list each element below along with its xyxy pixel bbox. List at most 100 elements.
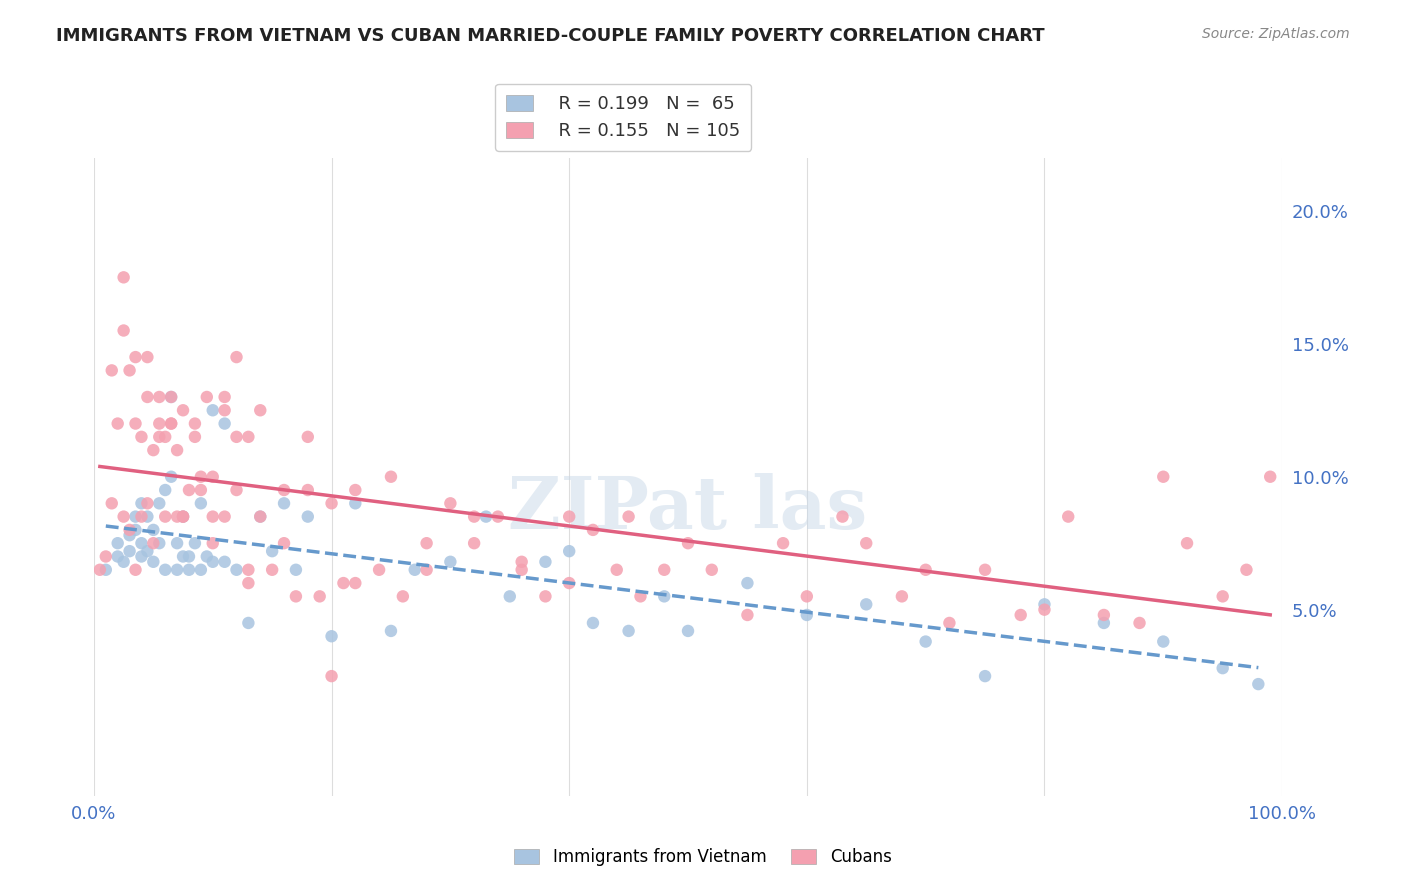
- Point: [380, 469, 402, 483]
- Point: [195, 549, 218, 564]
- Point: [558, 509, 581, 524]
- Point: [439, 496, 461, 510]
- Point: [238, 430, 260, 444]
- Point: [225, 350, 247, 364]
- Point: [100, 496, 122, 510]
- Point: [534, 555, 557, 569]
- Point: [1092, 607, 1115, 622]
- Point: [1212, 590, 1234, 604]
- Point: [177, 483, 200, 497]
- Point: [463, 509, 485, 524]
- Point: [112, 270, 135, 285]
- Point: [273, 496, 295, 510]
- Point: [214, 390, 236, 404]
- Point: [297, 430, 319, 444]
- Point: [184, 430, 207, 444]
- Point: [284, 590, 307, 604]
- Point: [136, 350, 159, 364]
- Point: [184, 417, 207, 431]
- Point: [499, 590, 522, 604]
- Point: [1128, 615, 1150, 630]
- Point: [297, 509, 319, 524]
- Point: [94, 549, 117, 564]
- Point: [124, 417, 146, 431]
- Point: [273, 536, 295, 550]
- Point: [1152, 469, 1174, 483]
- Point: [166, 563, 188, 577]
- Point: [249, 403, 271, 417]
- Point: [332, 576, 354, 591]
- Point: [160, 417, 183, 431]
- Point: [148, 496, 170, 510]
- Point: [415, 563, 437, 577]
- Point: [136, 509, 159, 524]
- Point: [676, 536, 699, 550]
- Point: [1092, 615, 1115, 630]
- Point: [1057, 509, 1080, 524]
- Point: [510, 555, 533, 569]
- Point: [89, 563, 111, 577]
- Point: [124, 350, 146, 364]
- Point: [172, 509, 194, 524]
- Point: [238, 615, 260, 630]
- Point: [617, 624, 640, 638]
- Point: [308, 590, 330, 604]
- Point: [617, 509, 640, 524]
- Point: [392, 590, 415, 604]
- Point: [184, 536, 207, 550]
- Point: [249, 509, 271, 524]
- Point: [914, 563, 936, 577]
- Point: [1033, 598, 1056, 612]
- Point: [112, 555, 135, 569]
- Point: [148, 536, 170, 550]
- Point: [214, 555, 236, 569]
- Point: [166, 443, 188, 458]
- Point: [107, 417, 129, 431]
- Point: [463, 536, 485, 550]
- Point: [855, 536, 877, 550]
- Point: [652, 563, 675, 577]
- Point: [855, 598, 877, 612]
- Point: [262, 544, 284, 558]
- Point: [142, 536, 165, 550]
- Point: [155, 509, 177, 524]
- Point: [630, 590, 652, 604]
- Point: [190, 563, 212, 577]
- Point: [321, 496, 343, 510]
- Point: [94, 563, 117, 577]
- Point: [172, 509, 194, 524]
- Point: [1010, 607, 1032, 622]
- Point: [1212, 661, 1234, 675]
- Point: [131, 549, 153, 564]
- Point: [160, 417, 183, 431]
- Point: [700, 563, 723, 577]
- Point: [582, 523, 605, 537]
- Point: [166, 509, 188, 524]
- Point: [225, 563, 247, 577]
- Point: [142, 523, 165, 537]
- Point: [118, 523, 141, 537]
- Point: [439, 555, 461, 569]
- Point: [652, 590, 675, 604]
- Point: [415, 536, 437, 550]
- Point: [201, 555, 224, 569]
- Point: [510, 563, 533, 577]
- Point: [131, 496, 153, 510]
- Point: [155, 430, 177, 444]
- Text: ZIPat las: ZIPat las: [509, 473, 868, 544]
- Point: [737, 607, 759, 622]
- Point: [558, 544, 581, 558]
- Point: [177, 549, 200, 564]
- Point: [155, 483, 177, 497]
- Point: [238, 563, 260, 577]
- Point: [190, 483, 212, 497]
- Point: [1033, 602, 1056, 616]
- Point: [249, 509, 271, 524]
- Point: [404, 563, 426, 577]
- Point: [831, 509, 853, 524]
- Point: [344, 496, 367, 510]
- Point: [380, 624, 402, 638]
- Point: [118, 544, 141, 558]
- Point: [606, 563, 628, 577]
- Point: [201, 469, 224, 483]
